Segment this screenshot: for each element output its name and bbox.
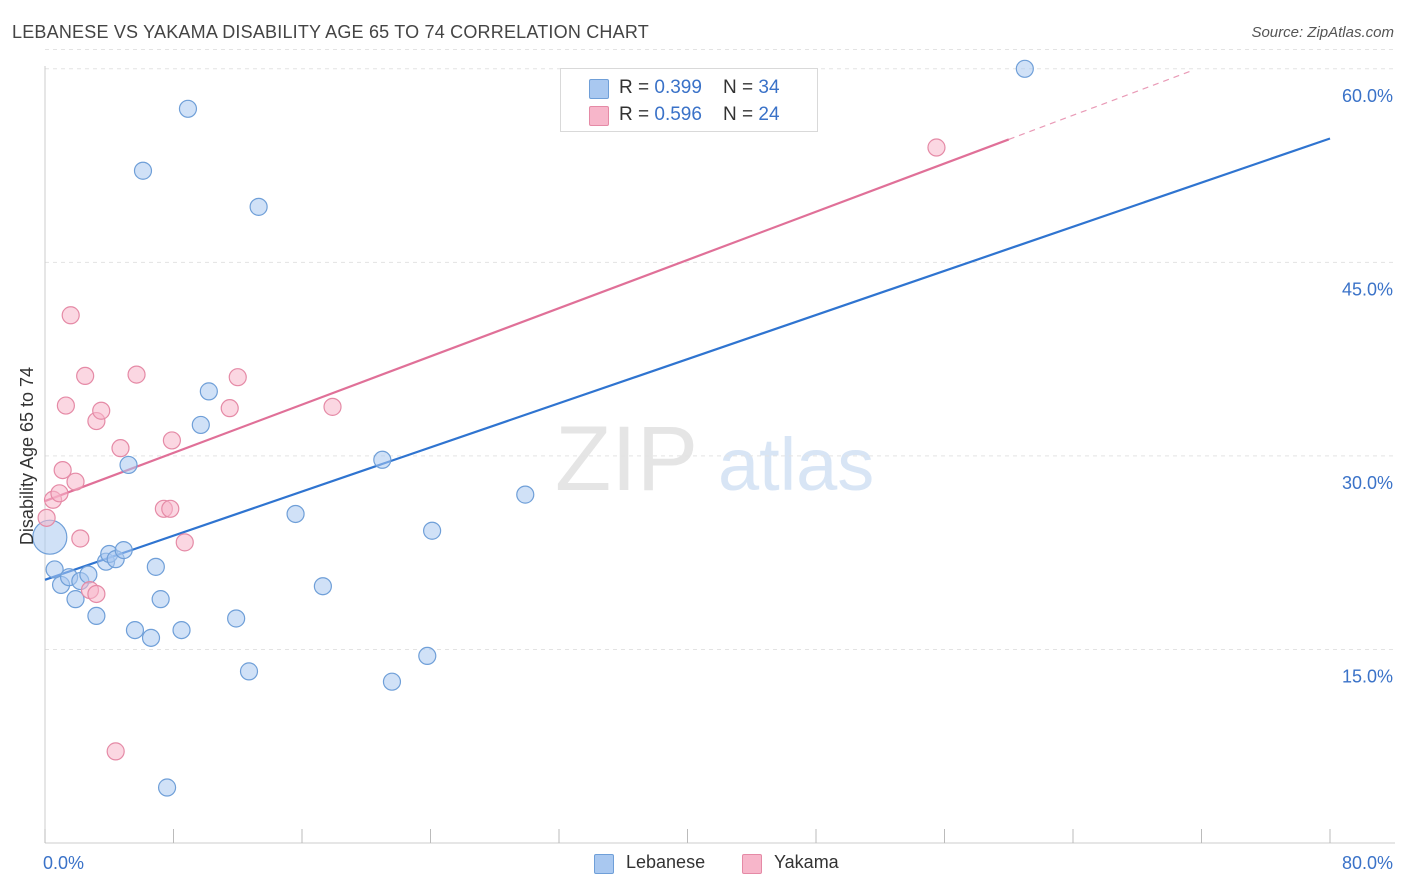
legend-n-value: 34 <box>758 77 780 98</box>
yakama-legend-swatch <box>742 854 762 874</box>
lebanese-point <box>382 672 402 691</box>
watermark-zip: ZIP <box>555 408 698 510</box>
lebanese-point <box>172 620 191 640</box>
lebanese-point <box>133 161 153 180</box>
lebanese-point <box>79 565 98 584</box>
legend-r-label: R = <box>619 104 655 125</box>
yakama-point <box>106 742 125 761</box>
watermark: ZIP atlas <box>555 408 874 510</box>
lebanese-point <box>141 628 161 647</box>
lebanese-point <box>423 521 442 540</box>
lebanese-swatch <box>589 79 609 99</box>
lebanese-point <box>45 560 64 579</box>
yakama-point <box>71 529 90 548</box>
lebanese-point <box>418 646 437 666</box>
yakama-point <box>175 533 194 552</box>
yakama-point <box>66 472 85 491</box>
yakama-point <box>927 138 946 157</box>
lebanese-point <box>191 415 210 435</box>
yakama-legend-label: Yakama <box>774 852 839 872</box>
y-tick-label: 60.0% <box>1342 86 1393 106</box>
y-tick-label: 15.0% <box>1342 666 1393 686</box>
yakama-point <box>76 366 95 386</box>
lebanese-point <box>249 197 268 216</box>
yakama-point <box>50 484 69 503</box>
yakama-point <box>127 365 146 384</box>
lebanese-point <box>286 504 305 524</box>
yakama-point <box>56 396 75 415</box>
yakama-point <box>220 399 239 418</box>
lebanese-point <box>178 99 198 118</box>
trend-lines <box>44 69 1331 581</box>
lebanese-point <box>1015 59 1034 78</box>
gridlines <box>45 48 1395 650</box>
yakama-trend-line <box>44 138 1010 503</box>
watermark-atlas: atlas <box>718 423 874 506</box>
chart-title: LEBANESE VS YAKAMA DISABILITY AGE 65 TO … <box>12 22 649 42</box>
yakama-swatch <box>589 106 609 126</box>
data-points <box>32 59 1034 797</box>
legend-r-value: 0.399 <box>654 77 702 98</box>
yakama-point <box>92 401 111 420</box>
lebanese-point <box>239 662 259 681</box>
x-tick-label: 80.0% <box>1342 853 1393 873</box>
lebanese-legend-label: Lebanese <box>626 852 706 872</box>
lebanese-point <box>119 455 138 475</box>
lebanese-legend-swatch <box>594 854 614 874</box>
lebanese-point <box>146 557 165 576</box>
yakama-point <box>53 460 72 480</box>
lebanese-point <box>66 590 85 609</box>
yakama-point <box>161 499 180 518</box>
correlation-legend: R = 0.399 N = 34 R = 0.596 N = 24 <box>560 68 818 132</box>
lebanese-point <box>373 450 392 469</box>
yakama-point <box>323 397 342 416</box>
series-lebanese <box>32 59 1034 797</box>
legend-n-label: N = <box>723 104 759 125</box>
yakama-point <box>87 584 106 604</box>
axes <box>44 66 1395 844</box>
legend-n-label: N = <box>723 77 759 98</box>
y-tick-label: 45.0% <box>1342 279 1393 299</box>
lebanese-point <box>87 606 106 626</box>
lebanese-point <box>157 778 177 797</box>
y-axis-label: Disability Age 65 to 74 <box>17 367 37 545</box>
lebanese-point <box>227 609 246 628</box>
x-tick-label: 0.0% <box>43 853 84 873</box>
legend-n-value: 24 <box>758 104 780 125</box>
yakama-point <box>228 368 247 387</box>
lebanese-point <box>151 590 170 609</box>
lebanese-point <box>516 485 535 504</box>
legend-r-value: 0.596 <box>654 104 702 125</box>
lebanese-trend-line <box>44 137 1331 581</box>
series-yakama <box>37 138 946 761</box>
lebanese-point <box>313 577 332 596</box>
lebanese-point <box>125 620 145 640</box>
tick-labels: 15.0% 30.0% 45.0% 60.0% 0.0% 80.0% <box>43 86 1393 873</box>
source-label: Source: ZipAtlas.com <box>1251 24 1394 41</box>
yakama-point <box>162 431 181 450</box>
yakama-point <box>111 439 130 458</box>
yakama-point <box>37 508 56 527</box>
lebanese-point <box>199 382 218 401</box>
legend-r-label: R = <box>619 77 655 98</box>
y-tick-label: 30.0% <box>1342 473 1393 493</box>
yakama-point <box>61 306 80 325</box>
lebanese-point <box>114 540 133 560</box>
yakama-trend-extension <box>1008 69 1194 140</box>
